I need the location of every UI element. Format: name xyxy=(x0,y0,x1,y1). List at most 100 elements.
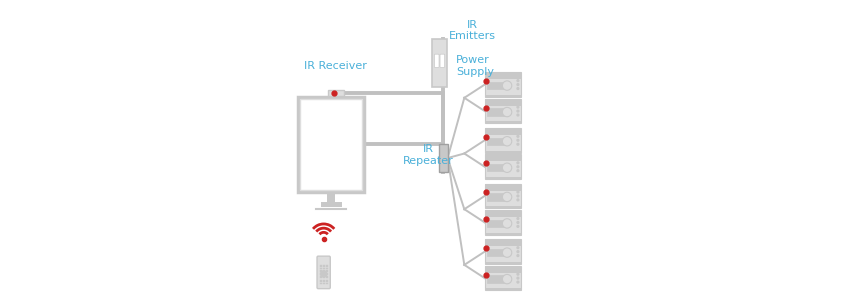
Circle shape xyxy=(517,199,519,201)
Circle shape xyxy=(517,135,519,137)
Bar xyxy=(320,268,322,269)
Bar xyxy=(323,273,325,275)
Text: IR
Repeater: IR Repeater xyxy=(403,144,454,166)
Bar xyxy=(485,99,521,123)
Bar xyxy=(485,72,521,79)
Bar xyxy=(485,210,521,217)
Circle shape xyxy=(517,191,519,193)
Bar xyxy=(487,220,507,227)
Circle shape xyxy=(503,192,511,202)
Bar xyxy=(485,184,521,208)
Bar xyxy=(485,150,521,153)
Bar xyxy=(326,273,328,275)
Bar xyxy=(326,276,328,278)
Bar xyxy=(487,275,507,283)
Circle shape xyxy=(517,273,519,275)
Bar xyxy=(439,144,448,172)
Circle shape xyxy=(517,139,519,141)
Bar xyxy=(485,154,521,179)
Bar xyxy=(323,270,325,272)
Circle shape xyxy=(503,248,511,257)
Circle shape xyxy=(517,166,519,168)
Bar xyxy=(320,276,322,278)
Bar xyxy=(323,283,325,284)
Circle shape xyxy=(517,114,519,116)
Bar xyxy=(485,206,521,208)
Circle shape xyxy=(517,143,519,145)
Circle shape xyxy=(321,271,327,277)
Circle shape xyxy=(503,275,511,284)
Bar xyxy=(485,239,521,246)
Bar xyxy=(485,233,521,235)
Bar xyxy=(485,239,521,264)
Bar xyxy=(327,192,335,202)
Bar xyxy=(320,265,322,267)
Bar xyxy=(298,97,365,192)
Bar xyxy=(485,121,521,123)
Bar xyxy=(487,108,507,116)
Bar xyxy=(485,154,521,161)
Bar xyxy=(323,280,325,282)
Bar xyxy=(320,283,322,284)
Circle shape xyxy=(503,107,511,117)
Bar xyxy=(485,95,521,97)
Bar xyxy=(326,280,328,282)
Circle shape xyxy=(517,162,519,164)
Bar xyxy=(326,270,328,272)
Bar xyxy=(485,210,521,235)
Circle shape xyxy=(517,277,519,279)
Bar xyxy=(328,90,343,96)
Text: Power
Supply: Power Supply xyxy=(456,55,494,77)
Circle shape xyxy=(517,195,519,197)
Bar xyxy=(487,193,507,201)
Circle shape xyxy=(517,251,519,253)
Circle shape xyxy=(517,225,519,227)
Bar xyxy=(326,283,328,284)
Bar xyxy=(485,177,521,179)
Bar xyxy=(485,128,521,153)
Circle shape xyxy=(517,255,519,256)
Bar xyxy=(300,99,362,190)
Bar xyxy=(323,276,325,278)
Bar xyxy=(323,265,325,267)
Bar xyxy=(485,99,521,106)
Bar xyxy=(485,266,521,290)
FancyBboxPatch shape xyxy=(434,54,439,67)
Circle shape xyxy=(517,218,519,219)
Text: IR
Emitters: IR Emitters xyxy=(449,20,496,41)
Bar xyxy=(485,184,521,191)
Circle shape xyxy=(517,80,519,82)
Bar xyxy=(320,280,322,282)
Bar xyxy=(487,164,507,172)
Circle shape xyxy=(517,106,519,108)
Circle shape xyxy=(517,247,519,249)
Bar xyxy=(485,266,521,273)
Circle shape xyxy=(517,88,519,89)
Circle shape xyxy=(517,170,519,172)
Bar xyxy=(326,268,328,269)
Text: IR Receiver: IR Receiver xyxy=(305,61,367,71)
Bar xyxy=(487,249,507,256)
Circle shape xyxy=(503,219,511,228)
Bar xyxy=(321,202,341,207)
Bar xyxy=(485,128,521,135)
Circle shape xyxy=(503,163,511,172)
Circle shape xyxy=(517,281,519,283)
Bar xyxy=(323,268,325,269)
Bar xyxy=(485,72,521,97)
Bar xyxy=(320,273,322,275)
Bar xyxy=(487,82,507,89)
Bar xyxy=(432,39,447,87)
Circle shape xyxy=(517,110,519,112)
FancyBboxPatch shape xyxy=(317,256,330,289)
Circle shape xyxy=(517,84,519,85)
Bar xyxy=(485,262,521,264)
Bar xyxy=(320,270,322,272)
FancyBboxPatch shape xyxy=(440,54,444,67)
Circle shape xyxy=(503,137,511,146)
Circle shape xyxy=(503,81,511,90)
Bar xyxy=(326,265,328,267)
Circle shape xyxy=(517,222,519,223)
Bar xyxy=(487,138,507,145)
Bar xyxy=(485,288,521,290)
